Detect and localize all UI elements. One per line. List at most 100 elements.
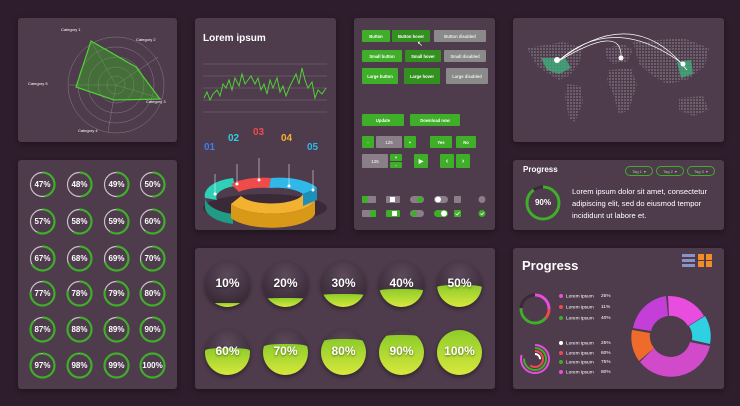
radar-category-label: Category 2 (136, 37, 156, 42)
progress-description: Lorem ipsum dolor sit amet, consectetur … (572, 187, 708, 220)
toggles-checkboxes[interactable] (354, 192, 495, 230)
legend-dot-icon (559, 294, 563, 298)
liquid-fill (437, 330, 482, 375)
liquid-fill (321, 293, 366, 307)
tag-chip[interactable]: Tag 1 ▾ (625, 166, 653, 176)
panel-title: Lorem ipsum (203, 33, 266, 44)
stepper-value[interactable]: 125 (376, 136, 402, 148)
legend-item: Lorem ipsum 75% (559, 360, 611, 365)
step-number: 02 (228, 133, 240, 144)
download-button[interactable]: Download now (410, 114, 460, 126)
sphere-value: 80% (331, 344, 356, 358)
stepper2-value[interactable]: 125 (362, 154, 388, 168)
legend-label: Lorem ipsum (566, 369, 594, 375)
liquid-fill (263, 298, 308, 307)
radar-series-shape (75, 40, 162, 101)
line-graph (203, 63, 327, 228)
stepper-plus-button[interactable]: + (404, 136, 416, 148)
progress-value: 98% (71, 361, 88, 370)
step-number: 03 (253, 127, 265, 138)
liquid-fill (205, 348, 250, 375)
step-number: 01 (204, 142, 216, 153)
tag-chip[interactable]: Tag 2 ▾ (656, 166, 684, 176)
primary-button-disabled[interactable]: Button disabled (434, 30, 486, 42)
legend-value: 80% (601, 369, 611, 375)
liquid-sphere: 90% (379, 330, 424, 375)
legend-value: 25% (601, 294, 611, 299)
sphere-value: 70% (273, 344, 298, 358)
circular-progress: 77% (29, 280, 56, 307)
radar-category-label: Category 5 (28, 81, 48, 86)
legend-label: Lorem ipsum (566, 316, 594, 322)
no-button[interactable]: No (456, 136, 476, 148)
view-toggle[interactable] (682, 253, 712, 269)
circular-progress: 50% (139, 171, 166, 198)
circular-progress: 88% (66, 316, 93, 343)
progress-value: 90% (144, 325, 161, 334)
stepper-minus-button[interactable]: - (362, 136, 374, 148)
chevron-down-icon: ▾ (674, 168, 677, 174)
cursor-icon: ↖ (417, 41, 423, 48)
progress-value: 48% (71, 180, 88, 189)
circular-progress: 78% (66, 280, 93, 307)
stepper2-minus-button[interactable]: - (390, 162, 402, 168)
legend-item: Lorem ipsum 80% (559, 369, 611, 375)
list-view-icon (682, 254, 695, 267)
circular-progress: 99% (103, 352, 130, 379)
progress-value: 77% (34, 289, 51, 298)
progress-value: 69% (108, 254, 125, 263)
circular-progress: 97% (29, 352, 56, 379)
radar-chart-panel: Category 1 Category 2 Category 3 Categor… (18, 18, 177, 142)
liquid-sphere: 100% (437, 330, 482, 375)
stepper2-plus-button[interactable]: + (390, 154, 402, 161)
concentric-rings-chart (520, 344, 550, 374)
large-button-hover[interactable]: Large hover (404, 68, 440, 84)
legend-value: 11% (601, 305, 611, 310)
play-button[interactable]: ▶ (414, 154, 428, 168)
circular-progress: 79% (103, 280, 130, 307)
legend-item: Lorem ipsum 60% (559, 350, 611, 356)
progress-value: 49% (108, 180, 125, 189)
circular-progress: 70% (139, 245, 166, 272)
liquid-sphere: 30% (321, 262, 366, 307)
world-map (527, 33, 709, 122)
chevron-down-icon: ▾ (705, 168, 708, 174)
large-button-disabled[interactable]: Large disabled (446, 68, 488, 84)
small-button-disabled[interactable]: Small disabled (444, 50, 486, 62)
legend-label: Lorem ipsum (566, 294, 594, 300)
circular-progress: 90% (139, 316, 166, 343)
primary-button-hover[interactable]: Button hover (392, 30, 430, 42)
yes-button[interactable]: Yes (430, 136, 452, 148)
progress-ring (525, 185, 561, 221)
prev-button[interactable]: ‹ (440, 154, 454, 168)
chevron-left-icon: ‹ (445, 157, 449, 165)
circular-progress: 57% (29, 208, 56, 235)
small-button[interactable]: Small button (362, 50, 402, 62)
sphere-value: 10% (215, 276, 240, 290)
legend-item: Lorem ipsum 11% (559, 305, 610, 311)
legend-dot-icon (559, 369, 563, 374)
liquid-fill (263, 343, 308, 375)
circular-progress: 80% (139, 280, 166, 307)
radar-category-label: Category 4 (78, 128, 98, 133)
play-icon: ▶ (418, 158, 424, 165)
legend-dot-icon (559, 316, 563, 320)
radar-category-label: Category 3 (146, 99, 166, 104)
liquid-sphere: 40% (379, 262, 424, 307)
primary-button[interactable]: Button (362, 30, 390, 42)
liquid-fill (321, 339, 366, 375)
small-button-hover[interactable]: Small hover (405, 50, 441, 62)
liquid-sphere: 10% (205, 262, 250, 307)
legend-dot-icon (559, 341, 563, 345)
progress-value: 70% (144, 254, 161, 263)
progress-value: 68% (71, 254, 88, 263)
progress-value: 79% (108, 289, 125, 298)
large-button[interactable]: Large button (362, 68, 398, 84)
next-button[interactable]: › (456, 154, 470, 168)
progress-value: 99% (108, 361, 125, 370)
update-button[interactable]: Update (362, 114, 404, 126)
legend-label: Lorem ipsum (566, 305, 594, 311)
tag-chip[interactable]: Tag 3 ▾ (687, 166, 715, 176)
liquid-fill (379, 334, 424, 375)
circular-progress: 89% (103, 316, 130, 343)
